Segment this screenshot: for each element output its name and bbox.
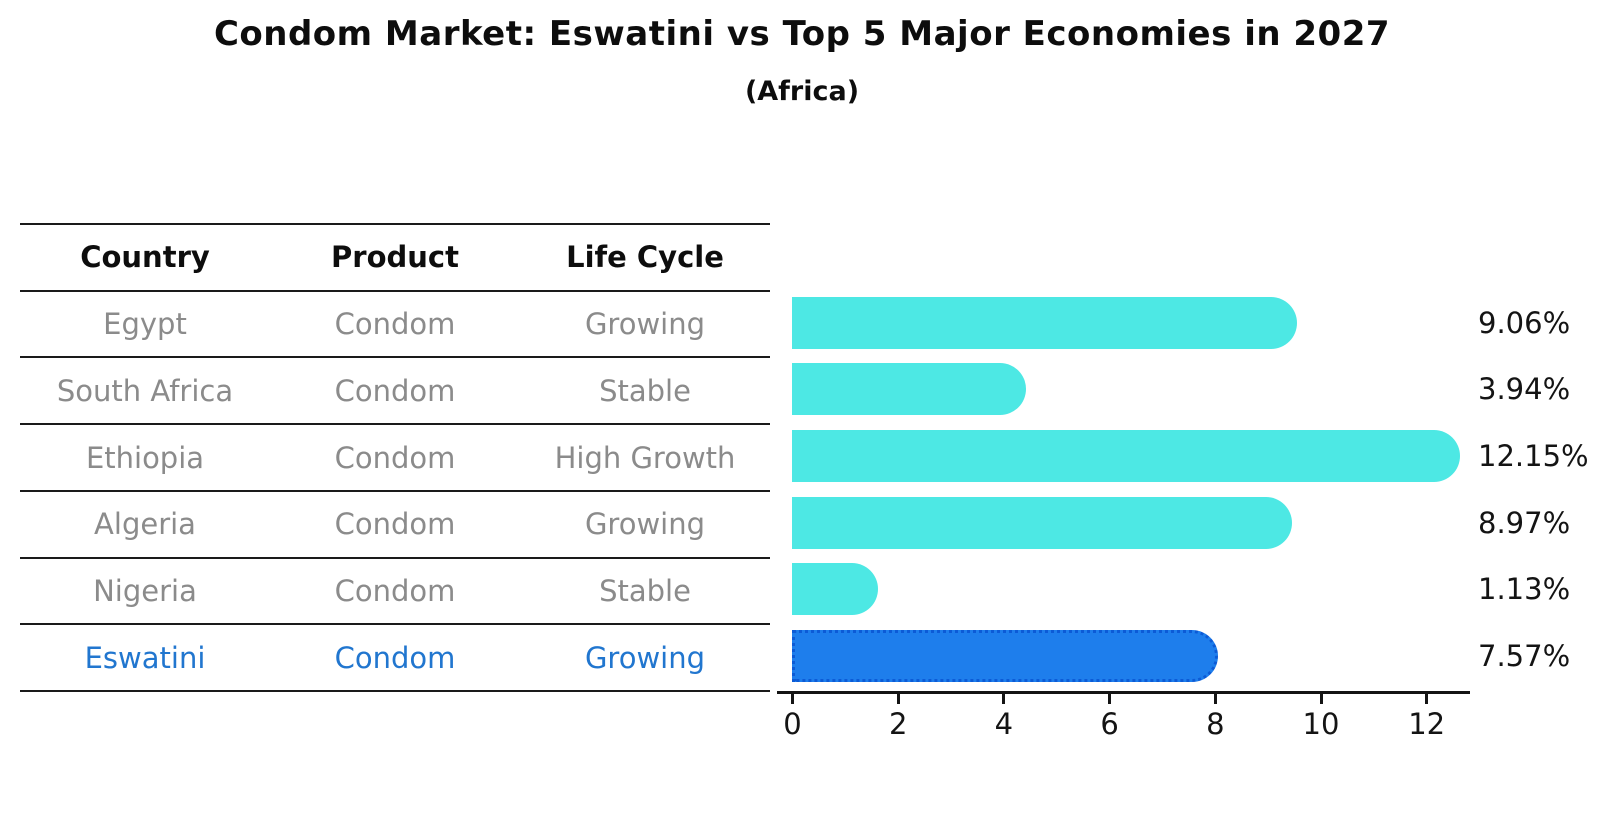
cell-country: Algeria (94, 507, 196, 542)
bar-egypt (792, 296, 1297, 349)
bar-south-africa (792, 363, 1027, 416)
x-axis-tick (896, 694, 900, 704)
x-axis-tick (1425, 694, 1429, 704)
table-header-row: Country Product Life Cycle (20, 225, 770, 292)
cell-product: Condom (334, 440, 456, 475)
x-axis-tick-label: 4 (994, 707, 1014, 741)
x-axis-tick-label: 2 (888, 707, 908, 741)
x-axis-tick (1213, 694, 1217, 704)
x-axis-line (777, 691, 1470, 694)
cell-product: Condom (334, 640, 456, 675)
cell-life-cycle: Growing (584, 640, 706, 675)
cell-product: Condom (334, 573, 456, 608)
header-cell-product: Product (331, 240, 459, 275)
bar-nigeria (792, 563, 878, 616)
header-cell-life-cycle: Life Cycle (566, 240, 724, 275)
cell-life-cycle: Stable (599, 373, 691, 408)
table-row: Ethiopia Condom High Growth (20, 425, 770, 492)
x-axis-tick (1319, 694, 1323, 704)
cell-product: Condom (334, 507, 456, 542)
table-row: Eswatini Condom Growing (20, 625, 770, 693)
x-axis-tick-label: 12 (1408, 707, 1446, 741)
cell-country: Egypt (103, 307, 187, 342)
value-label: 3.94% (1478, 372, 1571, 407)
x-axis-tick-label: 0 (783, 707, 802, 741)
page-title: Condom Market: Eswatini vs Top 5 Major E… (213, 14, 1391, 54)
value-label: 12.15% (1478, 439, 1589, 473)
value-label: 9.06% (1478, 305, 1571, 340)
cell-country: Eswatini (84, 640, 206, 675)
table-row: Algeria Condom Growing (20, 492, 770, 559)
page-subtitle: (Africa) (744, 76, 860, 107)
value-label: 1.13% (1478, 572, 1571, 607)
cell-life-cycle: Growing (584, 507, 706, 542)
table-row: Egypt Condom Growing (20, 292, 770, 359)
table-row: Nigeria Condom Stable (20, 559, 770, 626)
x-axis-tick-label: 10 (1302, 707, 1340, 741)
data-table: Country Product Life Cycle Egypt Condom … (20, 223, 770, 693)
cell-life-cycle: Growing (584, 307, 706, 342)
cell-country: Ethiopia (85, 440, 205, 475)
table-row: South Africa Condom Stable (20, 358, 770, 426)
x-axis-tick (1002, 694, 1006, 704)
x-axis-tick-label: 8 (1206, 707, 1225, 741)
cell-life-cycle: Stable (599, 573, 691, 608)
bar-ethiopia (792, 430, 1461, 482)
cell-country: South Africa (56, 373, 234, 408)
x-axis-tick-label: 6 (1100, 707, 1119, 741)
cell-product: Condom (334, 373, 456, 408)
bar-algeria (792, 496, 1293, 549)
value-label: 7.57% (1478, 638, 1571, 673)
header-cell-country: Country (80, 240, 210, 275)
x-axis-tick (1108, 694, 1112, 704)
cell-country: Nigeria (93, 573, 197, 608)
bar-eswatini (792, 629, 1219, 682)
cell-life-cycle: High Growth (554, 440, 736, 475)
value-label: 8.97% (1478, 505, 1571, 540)
x-axis-tick (791, 694, 794, 704)
cell-product: Condom (334, 307, 456, 342)
